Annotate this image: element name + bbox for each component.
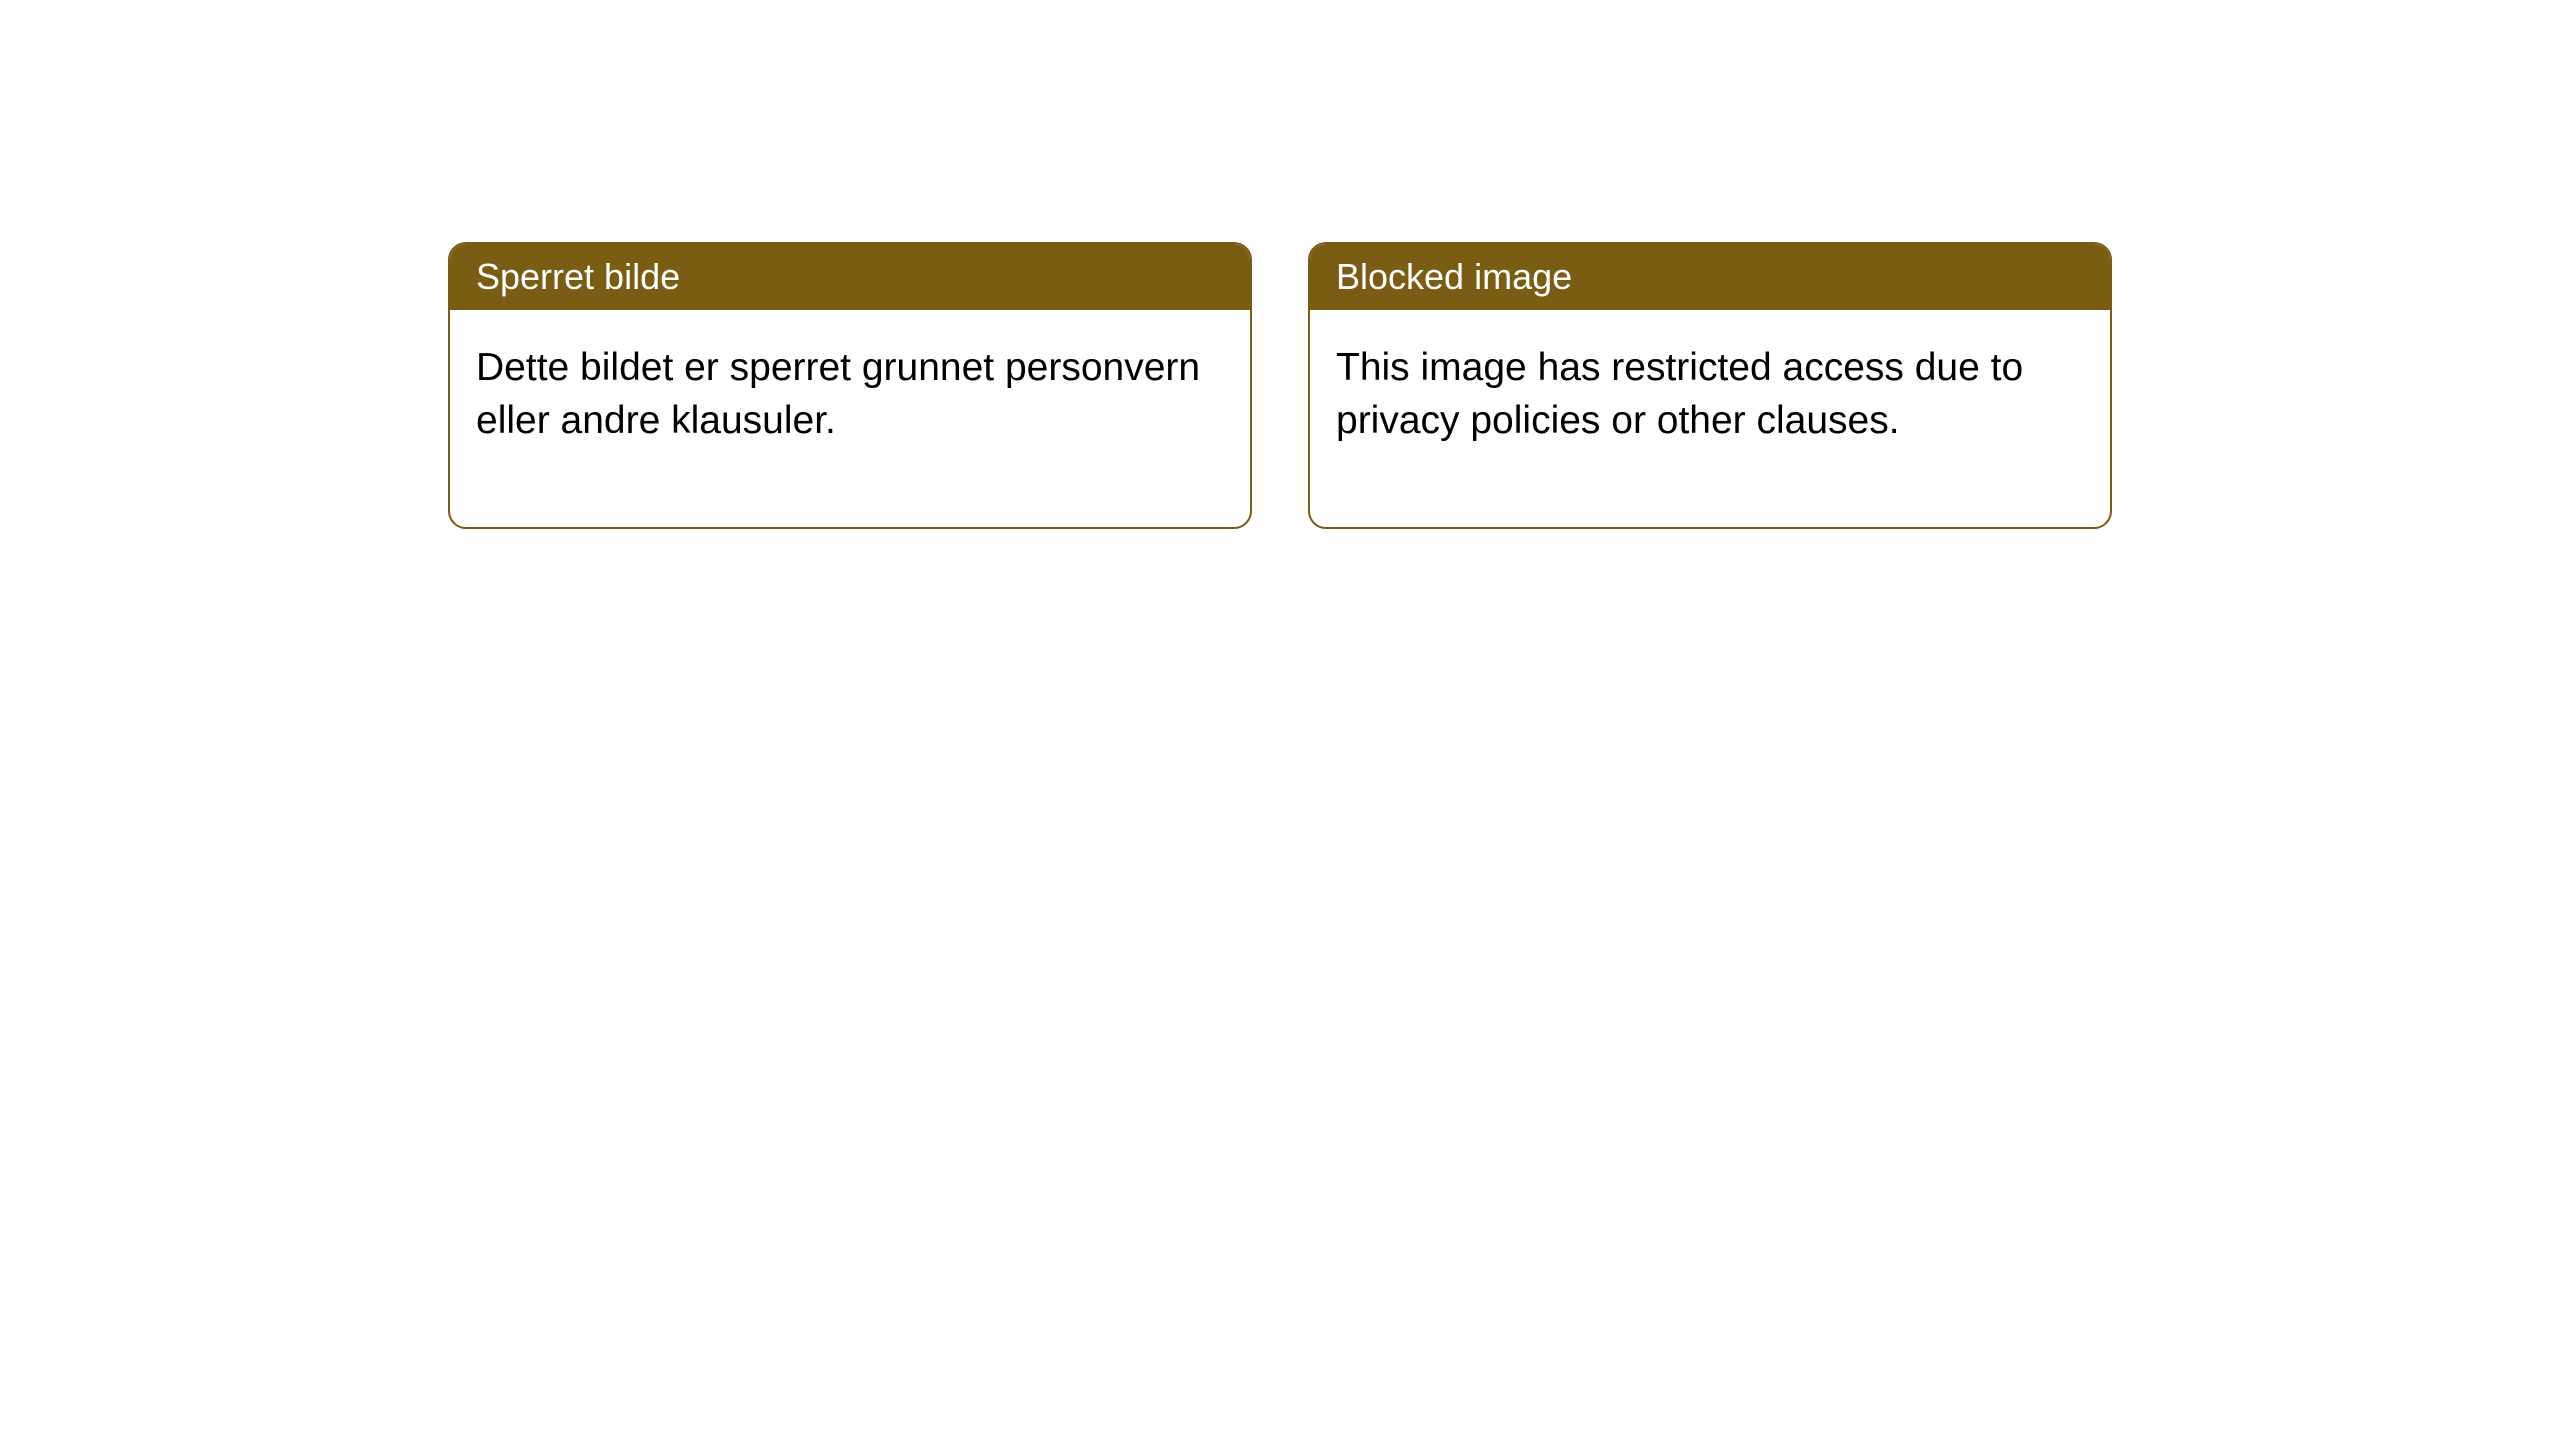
notice-card-en: Blocked image This image has restricted … — [1308, 242, 2112, 529]
notice-card-no: Sperret bilde Dette bildet er sperret gr… — [448, 242, 1252, 529]
notice-title-en: Blocked image — [1310, 244, 2110, 310]
notice-title-no: Sperret bilde — [450, 244, 1250, 310]
notice-body-en: This image has restricted access due to … — [1310, 310, 2110, 527]
notice-container: Sperret bilde Dette bildet er sperret gr… — [448, 242, 2112, 529]
notice-body-no: Dette bildet er sperret grunnet personve… — [450, 310, 1250, 527]
